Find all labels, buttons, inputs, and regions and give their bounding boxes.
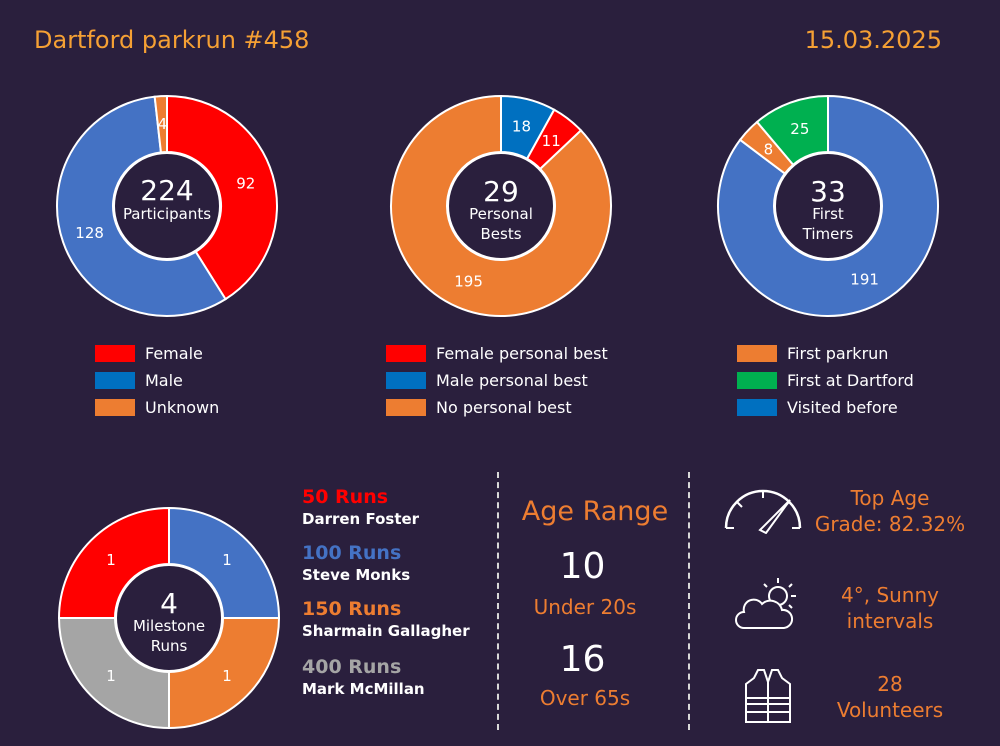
donut-center [447,152,555,260]
slice-label-female-personal-best: 11 [542,132,561,150]
center-label: Bests [480,225,521,243]
page-title: Dartford parkrun #458 [34,26,310,54]
slice-label-first-at-dartford: 25 [790,120,809,138]
legend-label: Female [145,344,203,363]
legend-label: Male personal best [436,371,588,390]
slice-label-male: 128 [75,224,104,242]
center-value: 29 [483,175,519,208]
slice-label-unknown: 4 [158,115,168,133]
legend-label: Unknown [145,398,220,417]
legend-item-female-personal-best: Female personal best [386,340,608,367]
legend-swatch [386,345,426,362]
divider-right [688,472,690,730]
slice-label-150-runs: 1 [222,667,232,685]
legend-swatch [95,345,135,362]
weather-line1: 4°, Sunny [841,583,939,607]
gauge-icon [724,489,802,534]
under-20s-count: 10 [559,546,606,587]
milestone-list: 50 Runs Darren Foster 100 Runs Steve Monks 1… [302,486,492,700]
age-range-title: Age Range [521,496,669,527]
legend-label: Female personal best [436,344,608,363]
center-value: 4 [160,587,178,620]
legend-label: Male [145,371,183,390]
weather-line2: intervals [846,609,934,633]
slice-label-no-personal-best: 195 [454,272,483,290]
milestone-runner-name: Sharmain Gallagher [302,622,470,640]
legend-swatch [737,399,777,416]
slice-label-100-runs: 1 [222,551,232,569]
age-grade-line2: Grade: 82.32% [814,512,966,536]
legend-swatch [737,372,777,389]
center-label: Participants [123,205,211,223]
milestone-runner-name: Mark McMillan [302,680,425,698]
donut-center [115,564,223,672]
vest-icon [745,669,791,723]
center-label: Personal [469,205,533,223]
participants-legend: Female Male Unknown [95,340,219,421]
volunteers-label: Volunteers [836,698,944,722]
legend-item-first-at-dartford: First at Dartford [737,367,914,394]
legend-swatch [386,372,426,389]
legend-swatch [386,399,426,416]
milestone-runs-100-runs: 100 Runs [302,542,402,564]
slice-label-male-personal-best: 18 [512,118,531,136]
personal-bests-legend: Female personal best Male personal best No… [386,340,608,421]
center-label: Timers [802,225,854,243]
donut-center [774,152,882,260]
legend-label: First parkrun [787,344,889,363]
legend-item-no-personal-best: No personal best [386,394,608,421]
legend-label: First at Dartford [787,371,914,390]
weather-icon [735,578,796,629]
center-value: 33 [810,175,846,208]
slice-label-visited-before: 191 [850,270,879,288]
legend-label: No personal best [436,398,572,417]
slice-label-first-parkrun: 8 [764,141,774,159]
slice-label-50-runs: 1 [106,551,116,569]
milestone-runs-50-runs: 50 Runs [302,486,389,508]
legend-item-male-personal-best: Male personal best [386,367,608,394]
milestone-runner-name: Darren Foster [302,510,420,528]
legend-label: Visited before [787,398,898,417]
milestone-runs-400-runs: 400 Runs [302,656,402,678]
over-65s-count: 16 [559,639,606,680]
slice-label-400-runs: 1 [106,667,116,685]
legend-swatch [95,372,135,389]
legend-swatch [95,399,135,416]
divider-left [497,472,499,730]
legend-item-female: Female [95,340,219,367]
center-label: Milestone [133,617,205,635]
over-65s-label: Over 65s [539,686,631,710]
center-label: First [812,205,844,223]
under-20s-label: Under 20s [533,595,637,619]
volunteers-count: 28 [877,672,903,696]
milestone-runner-name: Steve Monks [302,566,411,584]
age-grade-line1: Top Age [850,486,930,510]
legend-item-visited-before: Visited before [737,394,914,421]
center-label: Runs [151,637,188,655]
milestone-runs-150-runs: 150 Runs [302,598,402,620]
slice-label-female: 92 [236,174,255,192]
center-value: 224 [140,174,193,207]
donut-center [113,152,221,260]
event-date: 15.03.2025 [804,26,942,54]
legend-item-male: Male [95,367,219,394]
legend-swatch [737,345,777,362]
first-timers-legend: First parkrun First at Dartford Visited be… [737,340,914,421]
legend-item-unknown: Unknown [95,394,219,421]
legend-item-first-parkrun: First parkrun [737,340,914,367]
